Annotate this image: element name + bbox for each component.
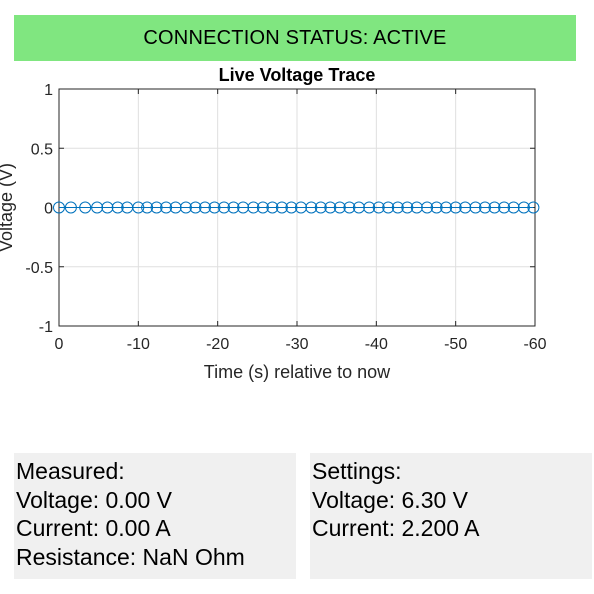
data-point [111,201,124,214]
data-point [218,201,230,214]
measured-panel: Measured: Voltage: 0.00 V Current: 0.00 … [14,453,296,579]
data-point [53,201,65,214]
settings-voltage: Voltage: 6.30 V [312,486,469,513]
settings-panel: Settings: Voltage: 6.30 V Current: 2.200… [310,453,592,579]
x-tick-label: -20 [206,336,229,353]
data-point [363,201,376,214]
data-point [169,201,182,214]
measured-current: Current: 0.00 A [16,515,171,541]
x-tick-label: -60 [523,336,546,353]
measured-heading: Measured: [16,458,125,484]
data-point [372,201,385,214]
voltage-trace-plot: Live Voltage Trace 0 -10 -20 -30 -40 -50 -60 1 0… [0,62,594,392]
x-tick-label: -30 [285,336,308,353]
axis-ticks: 0 -10 -20 -30 -40 -50 -60 1 0.5 0 -0.5 -1 [25,82,546,353]
data-point [266,201,279,214]
data-point [391,201,404,214]
data-point [208,201,221,214]
data-point [199,201,211,214]
y-tick-label: 1 [44,82,53,99]
data-point [160,201,173,214]
data-point [479,201,491,214]
data-point [179,201,192,214]
data-point [324,201,337,214]
x-tick-label: -40 [365,336,388,353]
data-point [410,201,423,214]
data-point [488,201,501,214]
data-point [449,201,462,214]
data-point [79,201,92,214]
data-point [64,201,77,214]
y-axis-label: Voltage (V) [0,163,16,252]
y-tick-label: -1 [39,319,53,336]
data-point [141,201,154,214]
data-point [517,201,530,214]
data-point [507,201,520,214]
voltage-series [53,201,540,214]
measured-resistance: Resistance: NaN Ohm [16,543,245,570]
data-point [285,201,298,214]
data-point [256,201,269,214]
voltage-trace-chart: Live Voltage Trace 0 -10 -20 -30 -40 -50 -6010… [0,65,547,382]
data-point [305,201,318,214]
settings-current: Current: 2.200 A [312,515,480,541]
data-point [421,201,434,214]
data-point [101,201,114,214]
data-point [440,201,453,214]
settings-heading: Settings: [312,458,402,484]
data-point [189,201,202,214]
data-point [382,201,395,214]
y-tick-label: -0.5 [25,260,53,277]
data-point [247,201,260,214]
x-axis-label: Time (s) relative to now [204,362,391,382]
data-point [150,201,163,214]
data-point [401,201,414,214]
data-point [343,201,356,214]
y-tick-label: 0 [44,201,53,218]
data-point [314,201,327,214]
data-point [430,201,443,214]
data-point [91,201,104,214]
data-point [237,201,250,214]
data-point [352,201,365,214]
x-tick-label: -50 [444,336,467,353]
data-point [132,201,145,214]
data-point [227,201,240,214]
data-point [498,201,511,214]
data-point [295,201,307,214]
x-tick-label: 0 [55,336,64,353]
chart-title: Live Voltage Trace [219,65,376,85]
connection-status-text: CONNECTION STATUS: ACTIVE [143,26,447,49]
x-tick-label: -10 [127,336,150,353]
y-tick-label: 0.5 [31,141,53,158]
data-point [527,201,540,214]
data-point [333,201,346,214]
data-point [275,201,288,214]
data-point [459,201,472,214]
data-point [469,201,482,214]
measured-voltage: Voltage: 0.00 V [16,486,173,513]
connection-status-banner: CONNECTION STATUS: ACTIVE [14,15,576,61]
